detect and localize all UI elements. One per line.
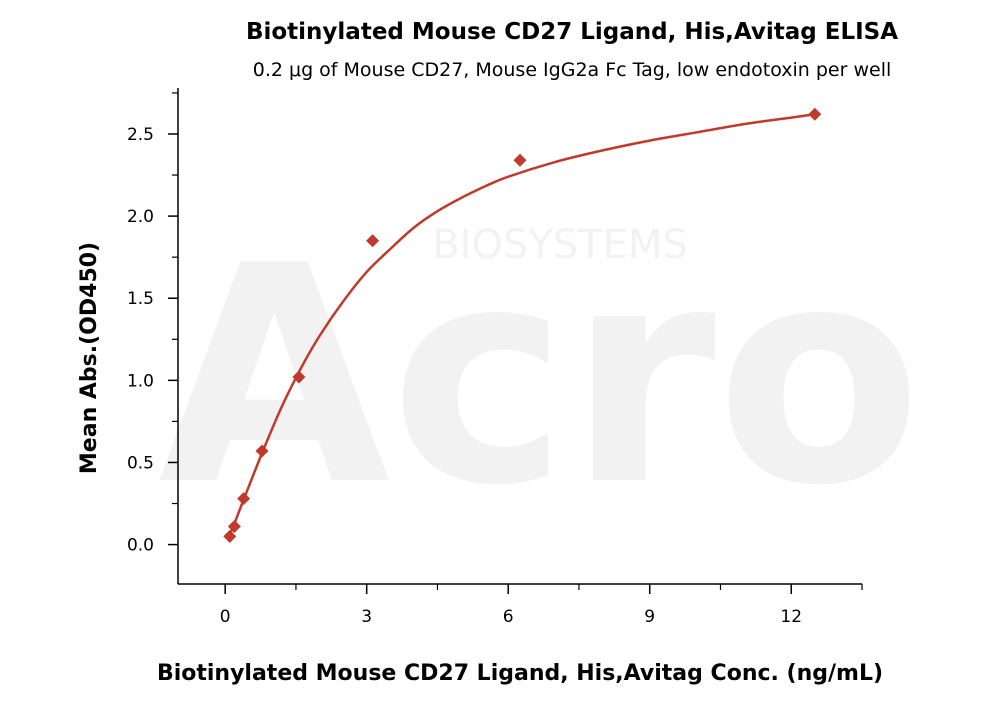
x-tick-label-0: 0 [220,607,231,627]
x-tick-label-2: 6 [503,607,514,627]
y-tick-label-4: 2.0 [127,207,154,227]
watermark-logo: BIOSYSTEMS Acro [158,202,922,551]
data-point-5 [366,234,380,248]
data-point-7 [808,107,822,121]
data-point-0 [223,529,237,543]
x-ticks: 0 3 6 9 12 [220,584,863,627]
chart-title: Biotinylated Mouse CD27 Ligand, His,Avit… [246,19,898,45]
x-tick-label-1: 3 [361,607,372,627]
y-tick-label-3: 1.5 [127,289,154,309]
data-point-1 [227,520,241,534]
y-tick-label-1: 0.5 [127,453,154,473]
data-points-layer [223,107,822,543]
x-tick-label-4: 12 [780,607,802,627]
watermark-acro: Acro [158,202,922,551]
chart-subtitle: 0.2 μg of Mouse CD27, Mouse IgG2a Fc Tag… [253,59,892,81]
data-point-6 [513,153,527,167]
watermark-biosystems: BIOSYSTEMS [432,222,688,268]
data-point-3 [255,444,269,458]
y-tick-label-2: 1.0 [127,371,154,391]
x-tick-label-3: 9 [644,607,655,627]
fit-curve [228,113,815,536]
data-point-2 [237,492,251,506]
y-ticks: 0.0 0.5 1.0 1.5 2.0 2.5 [127,92,178,556]
x-axis-label: Biotinylated Mouse CD27 Ligand, His,Avit… [157,661,883,686]
y-axis-label: Mean Abs.(OD450) [77,242,102,474]
data-point-4 [292,370,306,384]
y-tick-label-5: 2.5 [127,125,154,145]
fit-curve-layer [228,113,815,536]
axes [177,88,862,585]
y-tick-label-0: 0.0 [127,536,154,556]
